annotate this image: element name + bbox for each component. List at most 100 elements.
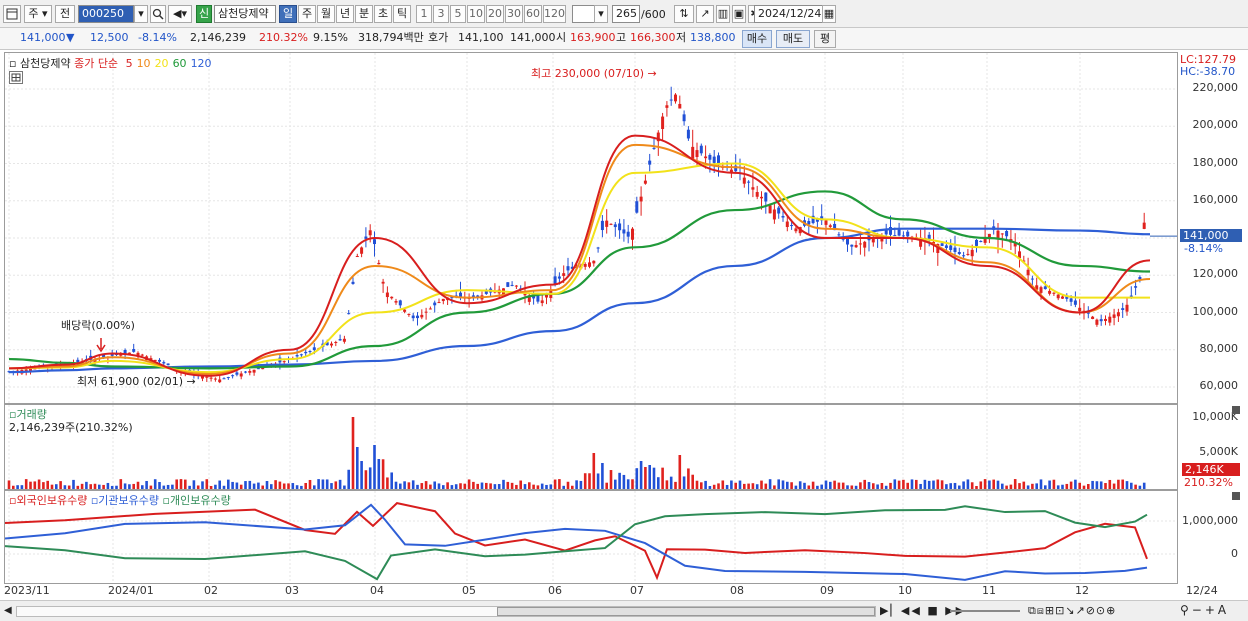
type-select[interactable]: 주 ▾ [24, 5, 52, 23]
candle-body [342, 338, 346, 342]
interval-dropdown-icon[interactable]: ▾ [594, 5, 608, 23]
volume-title-text: 거래량 [16, 408, 47, 421]
interval-tab[interactable]: 5 [450, 5, 466, 23]
layout-icon[interactable]: ▥ [716, 5, 730, 23]
zoom-controls-icon[interactable]: ⚲−+A [1180, 603, 1230, 617]
candle-body [944, 245, 948, 248]
code-input[interactable]: 000250 [78, 5, 134, 23]
candle-body [618, 223, 622, 231]
volume-close-icon[interactable] [1232, 406, 1240, 414]
eval-button[interactable]: 평 [814, 30, 836, 48]
holding-panel[interactable]: ▫외국인보유수량 ▫기관보유수량 ▫개인보유수량 [4, 490, 1178, 584]
window-icon[interactable] [3, 5, 21, 23]
price-ytick: 180,000 [1192, 155, 1239, 169]
scroll-left-icon[interactable]: ◀ [4, 605, 12, 616]
save-icon[interactable]: ▣ [732, 5, 746, 23]
candle-body [734, 165, 738, 172]
volume-chart[interactable] [5, 405, 1177, 489]
volume-bar [872, 483, 875, 489]
interval-tab[interactable]: 20 [486, 5, 504, 23]
buy-button[interactable]: 매수 [742, 30, 772, 48]
candle-body [140, 354, 144, 356]
low-annotation: 최저 61,900 (02/01) → [77, 375, 196, 388]
prev-button[interactable]: 전 [55, 5, 75, 23]
volume-bar [166, 484, 170, 489]
playback-controls-icon[interactable]: ▶▏◀◀ ■ ▶▶ [880, 604, 967, 617]
candle-body [1065, 296, 1069, 299]
volume-bar [338, 479, 342, 489]
volume-bar [523, 484, 527, 489]
volume-panel[interactable]: ▫거래량 2,146,239주(210.32%) [4, 404, 1178, 490]
candle-body [927, 234, 931, 240]
candle-body [377, 262, 381, 265]
period-tab[interactable]: 틱 [393, 5, 411, 23]
search-icon[interactable] [150, 5, 166, 23]
code-dropdown-icon[interactable]: ▾ [134, 5, 148, 23]
period-tab[interactable]: 일 [279, 5, 297, 23]
period-tab[interactable]: 초 [374, 5, 392, 23]
interval-tab[interactable]: 60 [524, 5, 542, 23]
volume-bar [764, 483, 768, 489]
candle-body [609, 223, 613, 225]
legend-ma-period: 120 [190, 57, 212, 70]
candle-body [330, 343, 333, 346]
volume-bar [691, 474, 694, 489]
volume-bar [1078, 482, 1081, 489]
candle-body [433, 302, 437, 306]
volume-bar [1026, 485, 1030, 489]
zoom-slider[interactable] [950, 610, 1020, 612]
interval-tab[interactable]: 120 [543, 5, 566, 23]
interval-tab[interactable]: 3 [433, 5, 449, 23]
period-tab[interactable]: 년 [336, 5, 354, 23]
volume-bar [364, 470, 368, 489]
interval-tab[interactable]: 30 [505, 5, 523, 23]
interval-tab[interactable]: 1 [416, 5, 432, 23]
scrollbar-track[interactable] [16, 606, 876, 617]
amount: 318,794백만 [358, 31, 424, 44]
interval-tab[interactable]: 10 [467, 5, 485, 23]
price-chart[interactable]: 최고 230,000 (07/10) → 배당락(0.00%) 최저 61,900 … [5, 53, 1177, 403]
candle-body [785, 221, 789, 228]
volume-bar [257, 482, 260, 489]
drawing-tools-icon[interactable]: ⧉⧈⊞⊡↘↗⊘⊙⊕ [1028, 604, 1117, 617]
price-ytick: 200,000 [1192, 118, 1239, 132]
calendar-icon[interactable]: ▦ [822, 5, 836, 23]
candle-body [695, 150, 699, 157]
ma-line-10 [8, 143, 1151, 375]
candle-body [932, 241, 935, 244]
chart-tools-icon[interactable]: ⇅ [674, 5, 694, 23]
volume-bar [820, 484, 823, 489]
volume-bar [562, 485, 565, 489]
holding-line-individual [4, 505, 1148, 581]
price-panel[interactable]: 최고 230,000 (07/10) → 배당락(0.00%) 최저 61,900 … [4, 52, 1178, 404]
sell-button[interactable]: 매도 [776, 30, 810, 48]
volume-bar [343, 485, 346, 489]
candle-body [373, 239, 376, 245]
sound-icon[interactable]: ◀▾ [168, 5, 192, 23]
volume-bar [575, 480, 578, 489]
candle-body [527, 295, 531, 302]
count-input[interactable]: 265 [612, 5, 640, 23]
candle-body [428, 308, 432, 310]
volume-bar [717, 483, 720, 489]
candle-body [218, 379, 222, 383]
volume-bar [528, 482, 531, 489]
grid-toggle-icon[interactable] [9, 71, 23, 84]
candle-body [708, 154, 712, 160]
date-input[interactable]: 2024/12/24 [754, 5, 824, 23]
holding-yaxis: 1,000,000 0 [1178, 490, 1244, 584]
draw-icon[interactable]: ↗ [696, 5, 714, 23]
volume-bar [880, 483, 884, 489]
ma-line-120 [8, 227, 1151, 374]
volume-bar [579, 480, 583, 489]
scrollbar-thumb[interactable] [497, 607, 875, 616]
period-tab[interactable]: 주 [298, 5, 316, 23]
period-tab[interactable]: 분 [355, 5, 373, 23]
candle-body [764, 192, 768, 202]
candle-body [1129, 295, 1133, 297]
count-total: /600 [641, 8, 666, 21]
period-tab[interactable]: 월 [317, 5, 335, 23]
holding-close-icon[interactable] [1232, 492, 1240, 500]
candle-body [747, 181, 751, 183]
holding-chart[interactable] [4, 491, 1177, 583]
